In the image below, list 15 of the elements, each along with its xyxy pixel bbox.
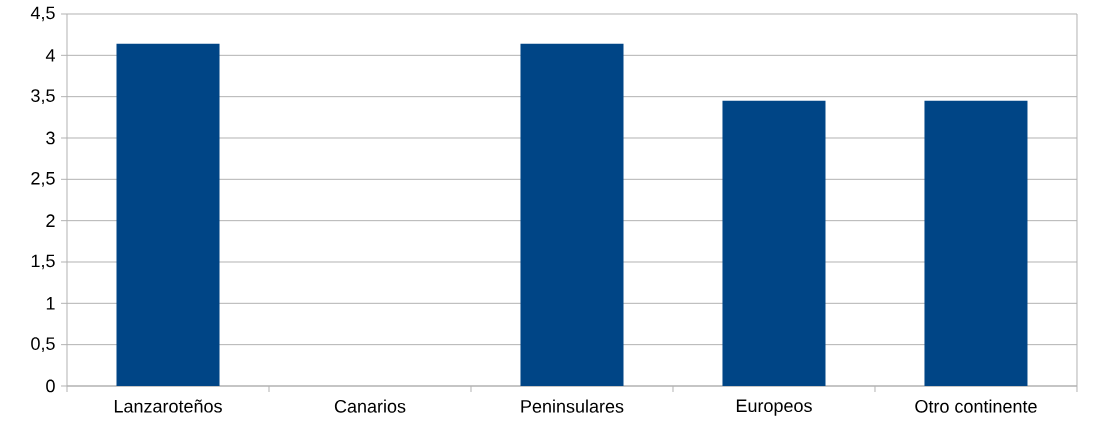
y-tick-label: 2 xyxy=(46,214,55,227)
y-tick-label: 4 xyxy=(45,49,55,62)
x-tick-label: Europeos xyxy=(736,399,812,416)
y-tick-label: 0,5 xyxy=(31,337,55,353)
y-tick-label: 3,5 xyxy=(31,89,55,105)
y-tick-label: 1,5 xyxy=(31,254,55,270)
y-tick-label: 0 xyxy=(46,379,55,393)
x-tick-label: Peninsulares xyxy=(521,399,624,413)
y-tick-label: 1 xyxy=(46,297,55,310)
x-tick-label: Canarios xyxy=(334,399,406,413)
y-tick-label: 2,5 xyxy=(31,171,55,187)
y-tick-label: 3 xyxy=(46,131,55,145)
x-tick-label: Lanzaroteños xyxy=(114,399,222,413)
y-tick-label: 4,5 xyxy=(30,6,55,22)
x-tick-label: Otro continente xyxy=(915,399,1037,413)
